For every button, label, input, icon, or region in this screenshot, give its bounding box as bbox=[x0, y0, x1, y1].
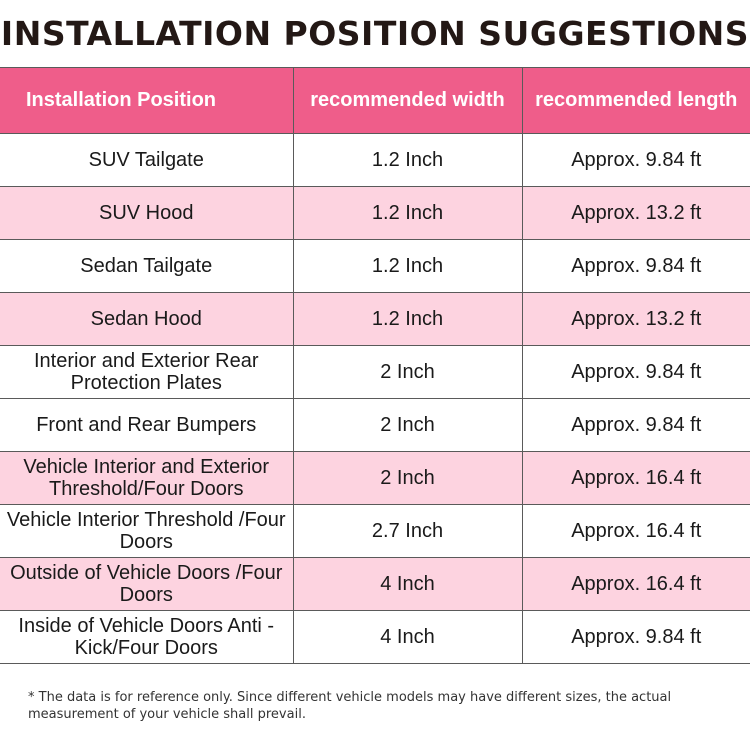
cell-width: 1.2 Inch bbox=[292, 186, 522, 240]
table-row: Interior and Exterior Rear Protection Pl… bbox=[0, 345, 750, 399]
cell-width: 2 Inch bbox=[292, 345, 522, 399]
installation-table: Installation Position recommended width … bbox=[0, 67, 750, 664]
cell-position: SUV Tailgate bbox=[0, 133, 293, 187]
table-row: Outside of Vehicle Doors /Four Doors 4 I… bbox=[0, 557, 750, 611]
cell-position: Outside of Vehicle Doors /Four Doors bbox=[0, 557, 293, 611]
table-row: Vehicle Interior and Exterior Threshold/… bbox=[0, 451, 750, 505]
cell-position: Vehicle Interior Threshold /Four Doors bbox=[0, 504, 293, 558]
cell-length: Approx. 9.84 ft bbox=[521, 345, 750, 399]
cell-width: 2 Inch bbox=[292, 451, 522, 505]
cell-width: 1.2 Inch bbox=[292, 292, 522, 346]
cell-width: 4 Inch bbox=[292, 557, 522, 611]
header-recommended-length: recommended length bbox=[521, 67, 750, 134]
table-row: SUV Tailgate 1.2 Inch Approx. 9.84 ft bbox=[0, 133, 750, 187]
cell-width: 2.7 Inch bbox=[292, 504, 522, 558]
cell-length: Approx. 16.4 ft bbox=[521, 557, 750, 611]
cell-position: SUV Hood bbox=[0, 186, 293, 240]
cell-width: 4 Inch bbox=[292, 610, 522, 664]
table-row: Sedan Tailgate 1.2 Inch Approx. 9.84 ft bbox=[0, 239, 750, 293]
table-row: Inside of Vehicle Doors Anti - Kick/Four… bbox=[0, 610, 750, 664]
cell-length: Approx. 9.84 ft bbox=[521, 239, 750, 293]
table-row: SUV Hood 1.2 Inch Approx. 13.2 ft bbox=[0, 186, 750, 240]
cell-position: Front and Rear Bumpers bbox=[0, 398, 293, 452]
header-installation-position: Installation Position bbox=[0, 67, 293, 134]
table-row: Vehicle Interior Threshold /Four Doors 2… bbox=[0, 504, 750, 558]
cell-length: Approx. 13.2 ft bbox=[521, 186, 750, 240]
table-row: Sedan Hood 1.2 Inch Approx. 13.2 ft bbox=[0, 292, 750, 346]
cell-length: Approx. 16.4 ft bbox=[521, 504, 750, 558]
cell-width: 1.2 Inch bbox=[292, 239, 522, 293]
header-recommended-width: recommended width bbox=[292, 67, 522, 134]
cell-position: Vehicle Interior and Exterior Threshold/… bbox=[0, 451, 293, 505]
cell-length: Approx. 9.84 ft bbox=[521, 398, 750, 452]
cell-position: Interior and Exterior Rear Protection Pl… bbox=[0, 345, 293, 399]
cell-length: Approx. 9.84 ft bbox=[521, 610, 750, 664]
table-header-row: Installation Position recommended width … bbox=[0, 67, 750, 134]
cell-length: Approx. 9.84 ft bbox=[521, 133, 750, 187]
cell-width: 2 Inch bbox=[292, 398, 522, 452]
cell-length: Approx. 16.4 ft bbox=[521, 451, 750, 505]
footnote: * The data is for reference only. Since … bbox=[28, 690, 672, 722]
cell-width: 1.2 Inch bbox=[292, 133, 522, 187]
cell-position: Inside of Vehicle Doors Anti - Kick/Four… bbox=[0, 610, 293, 664]
cell-position: Sedan Tailgate bbox=[0, 239, 293, 293]
cell-length: Approx. 13.2 ft bbox=[521, 292, 750, 346]
table-row: Front and Rear Bumpers 2 Inch Approx. 9.… bbox=[0, 398, 750, 452]
page-title: INSTALLATION POSITION SUGGESTIONS bbox=[0, 14, 750, 53]
cell-position: Sedan Hood bbox=[0, 292, 293, 346]
